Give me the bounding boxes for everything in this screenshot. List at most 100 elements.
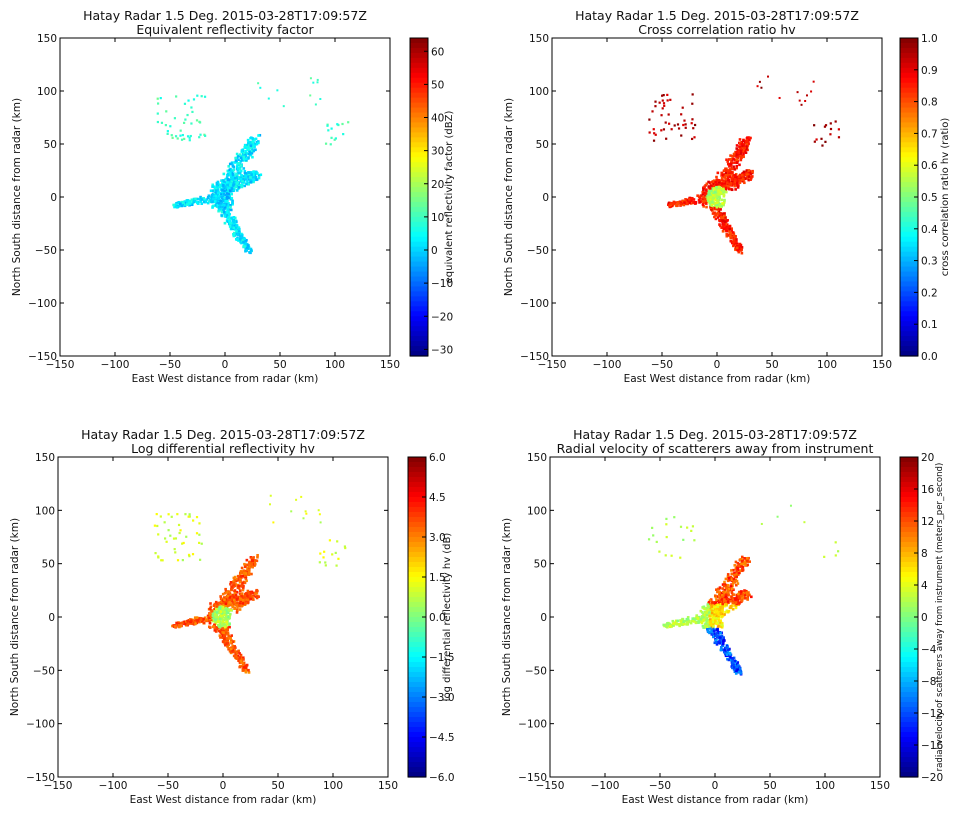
echo-point [234,178,238,182]
y-tick-label: 150 [527,452,547,464]
colorbar-tick-label: 6.0 [429,452,446,464]
echo-point [705,616,709,619]
echo-point [701,190,705,194]
echo-point [213,613,217,616]
colorbar-frame [409,37,429,357]
echo-point [235,656,238,659]
echo-point [667,201,671,205]
colorbar-segment [900,206,918,213]
echo-point [235,165,239,168]
echo-point [730,569,733,572]
echo-point [316,78,319,81]
echo-point [737,665,740,669]
colorbar-tick-label: 20 [921,452,934,464]
colorbar-segment [410,117,428,124]
echo-point [732,577,736,581]
colorbar-segment [408,572,426,578]
echo-point [700,621,704,625]
colorbar-segment [408,617,426,623]
x-tick-label: 150 [870,780,890,792]
echo-point [231,593,235,597]
echo-point [738,569,742,572]
echo-point [735,166,738,170]
echo-point [183,137,186,140]
echo-point [668,204,671,208]
echo-point [239,584,243,588]
echo-point [723,227,727,230]
x-tick-label: −50 [651,359,673,371]
echo-point [229,647,233,651]
echo-point [233,600,237,604]
echo-point [220,622,224,625]
echo-point [718,636,722,639]
echo-point [729,162,733,166]
echo-point [250,572,253,576]
echo-point [202,621,206,625]
echo-point [733,161,736,164]
echo-point [240,149,244,152]
echo-point [736,186,740,189]
echo-point [735,147,739,150]
echo-point [681,106,684,109]
colorbar-segment [900,472,918,478]
colorbar-segment [410,251,428,258]
colorbar-segment [900,211,918,218]
chart-panel-4: Hatay Radar 1.5 Deg. 2015-03-28T17:09:57… [501,427,945,806]
echo-point [241,602,244,605]
echo-point [231,201,234,204]
echo-point [218,617,222,621]
echo-point [736,155,739,159]
echo-point [690,122,693,125]
echo-point [673,124,676,127]
x-tick-label: 50 [271,780,284,792]
echo-point [726,226,730,230]
x-tick-label: 0 [222,359,229,371]
x-tick-label: 50 [273,359,286,371]
echo-point [690,529,693,532]
echo-point [231,640,235,644]
colorbar-segment [408,512,426,518]
echo-point [250,594,254,598]
colorbar-segment [900,617,918,623]
echo-point [196,619,200,622]
echo-point [227,646,230,650]
echo-point [232,186,236,190]
colorbar-segment [900,102,918,109]
echo-point [709,198,712,201]
echo-point [730,658,733,662]
echo-point [178,625,181,629]
echo-point [734,560,738,564]
echo-point [665,625,668,628]
echo-point [229,596,232,599]
colorbar-segment [900,767,918,773]
echo-point [837,550,840,553]
echo-point [239,176,242,180]
echo-point [735,161,739,164]
echo-point [742,139,745,142]
echo-point [729,585,733,588]
echo-point [231,596,234,600]
echo-point [238,230,241,234]
colorbar-segment [900,687,918,693]
echo-point [213,629,217,632]
colorbar-segment [900,137,918,143]
echo-point [217,629,221,633]
echo-point [184,620,188,624]
echo-point [208,616,211,620]
echo-point [824,124,828,127]
echo-point [241,585,244,588]
echo-point [718,601,721,605]
echo-point [746,143,750,147]
echo-point [177,622,181,626]
echo-point [234,583,238,586]
echo-point [228,219,231,223]
x-tick-label: −100 [591,780,620,792]
echo-point [726,575,730,578]
echo-point [188,555,191,558]
echo-point [738,138,742,141]
colorbar-segment [900,552,918,558]
echo-point [711,632,714,635]
echo-point [732,234,736,238]
echo-point [719,224,722,228]
echo-point [255,591,259,595]
